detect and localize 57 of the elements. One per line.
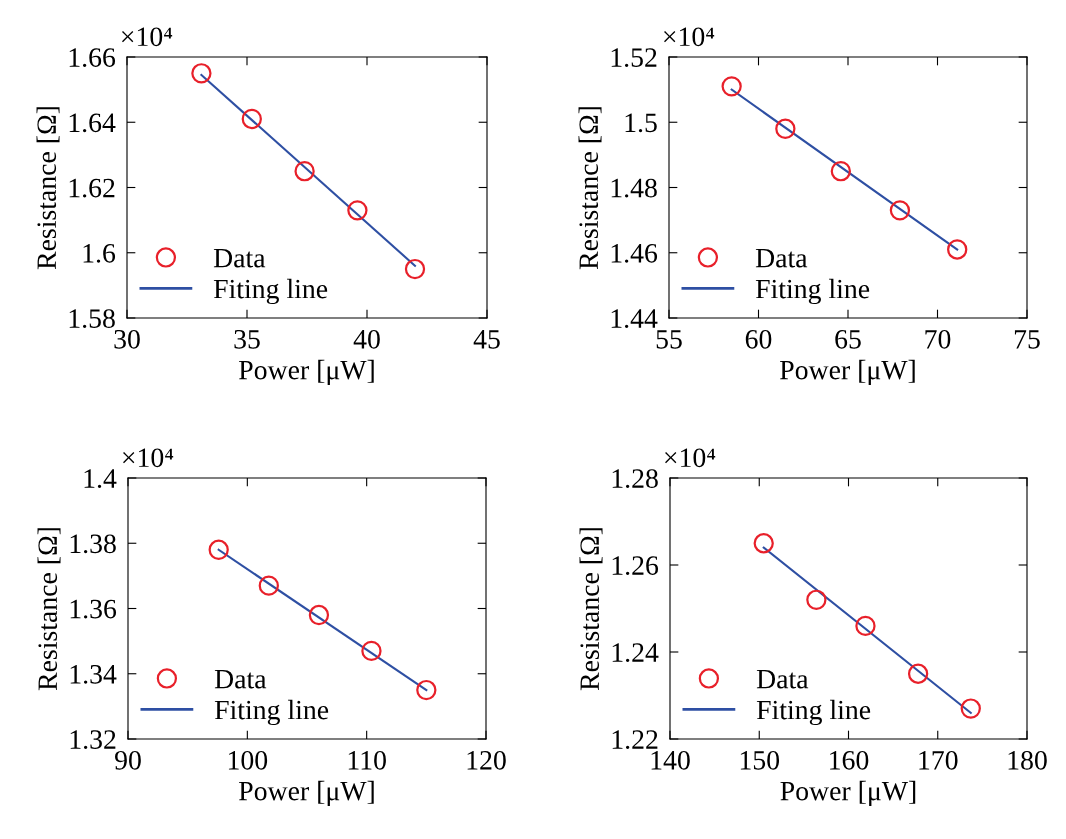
legend-label: Fiting line	[755, 278, 870, 305]
x-tick-label: 35	[234, 329, 260, 349]
legend-label: Fiting line	[213, 278, 328, 305]
x-tick-label: 120	[467, 750, 506, 770]
y-tick-label: 1.4	[84, 469, 117, 489]
x-tick-label: 150	[740, 750, 780, 770]
legend-label: Fiting line	[756, 699, 871, 726]
y-tick-label: 1.28	[612, 469, 658, 489]
legend-label: Data	[756, 670, 809, 689]
x-axis-title: Power [μW]	[780, 359, 915, 386]
x-tick-label: 170	[919, 750, 958, 770]
y-tick-label: 1.32	[70, 730, 116, 750]
legend-label: Data	[755, 249, 808, 268]
x-tick-label: 180	[1008, 750, 1047, 770]
y-tick-label: 1.64	[69, 113, 116, 133]
text: ×10⁴	[122, 27, 173, 47]
y-tick-label: 1.58	[69, 309, 115, 329]
x-axis-title: Power [μW]	[239, 780, 374, 807]
x-tick-label: 90	[115, 750, 141, 770]
y-tick-label: 1.62	[69, 178, 115, 198]
x-tick-label: 70	[925, 329, 951, 349]
y-tick-label: 1.34	[70, 664, 117, 684]
x-tick-label: 40	[353, 329, 380, 349]
legend-label: Fiting line	[214, 699, 329, 726]
x-tick-label: 75	[1014, 330, 1040, 349]
x-tick-label: 65	[835, 329, 861, 349]
y-tick-label: 1.66	[69, 48, 116, 68]
y-axis-title: Resistance [Ω]	[37, 528, 61, 691]
legend-label: Data	[214, 670, 267, 689]
y-axis-title: Resistance [Ω]	[578, 107, 602, 270]
legend-label: Data	[213, 249, 266, 268]
y-tick-label: 1.52	[611, 48, 657, 68]
y-tick-label: 1.44	[611, 309, 658, 329]
text: ×10⁴	[664, 27, 715, 47]
y-tick-label: 1.6	[83, 243, 116, 263]
y-tick-label: 1.46	[611, 243, 658, 263]
x-tick-label: 30	[114, 329, 140, 349]
text: ×10⁴	[665, 448, 716, 468]
y-tick-label: 1.26	[612, 556, 659, 576]
y-tick-label: 1.22	[612, 730, 658, 750]
x-tick-label: 140	[651, 750, 690, 770]
y-tick-label: 1.38	[70, 534, 116, 554]
x-axis-title: Power [μW]	[239, 359, 374, 386]
text: ×10⁴	[123, 448, 174, 468]
y-tick-label: 1.5	[625, 113, 657, 133]
y-tick-label: 1.36	[70, 599, 117, 619]
y-axis-title: Resistance [Ω]	[579, 528, 603, 691]
x-tick-label: 60	[745, 329, 772, 349]
x-tick-label: 45	[473, 330, 500, 349]
x-tick-label: 160	[830, 750, 869, 770]
x-tick-label: 100	[228, 750, 268, 770]
y-tick-label: 1.24	[612, 643, 659, 663]
y-axis-title: Resistance [Ω]	[36, 107, 60, 270]
x-axis-title: Power [μW]	[780, 780, 916, 807]
y-tick-label: 1.48	[611, 178, 657, 198]
x-tick-label: 110	[348, 750, 386, 770]
x-tick-label: 55	[656, 330, 682, 349]
